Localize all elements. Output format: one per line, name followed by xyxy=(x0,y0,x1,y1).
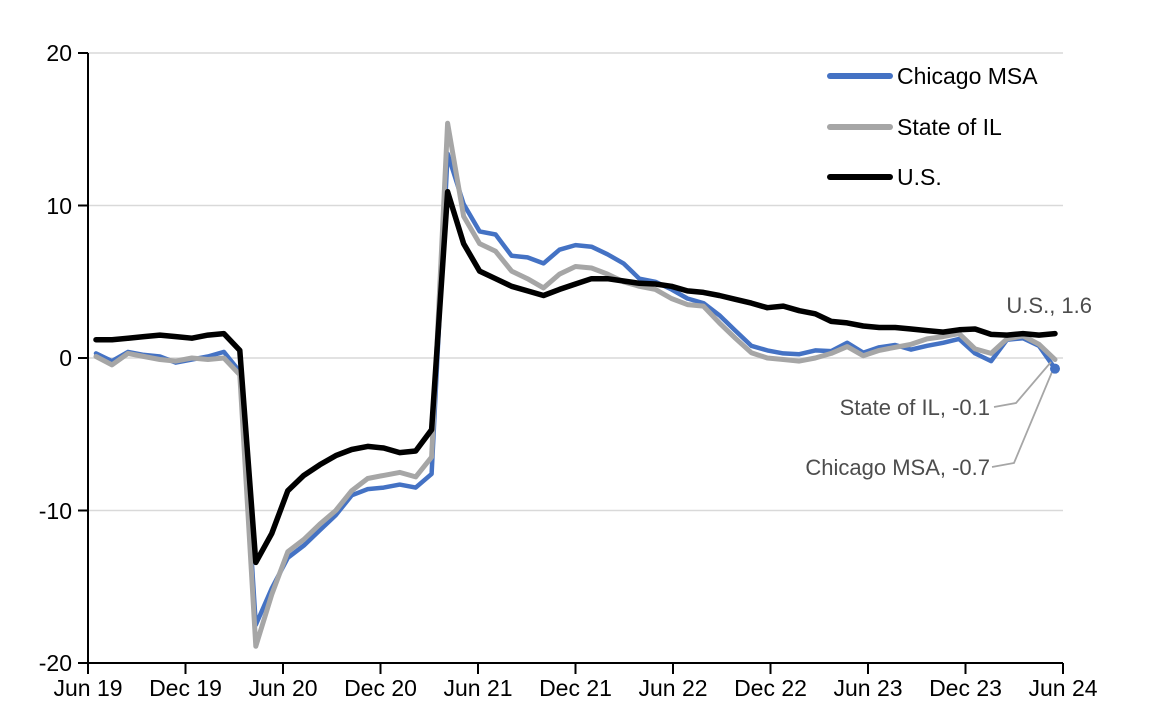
legend-item-chicago-msa: Chicago MSA xyxy=(827,62,1038,90)
legend-label-state-of-il: State of IL xyxy=(897,113,1002,140)
x-tick-label-jun-19: Jun 19 xyxy=(53,675,123,701)
x-tick-label-jun-21: Jun 21 xyxy=(443,675,513,701)
series-line-u-s- xyxy=(93,189,1058,566)
annotation-chicago-msa-value: Chicago MSA, -0.7 xyxy=(805,455,990,480)
y-tick-label-10: 10 xyxy=(46,192,72,219)
x-tick-label-jun-23: Jun 23 xyxy=(833,675,903,701)
legend-line-chicago-msa xyxy=(827,73,893,79)
x-tick-label-dec-23: Dec 23 xyxy=(929,675,1002,701)
y-tick-label-20: 20 xyxy=(46,40,72,66)
x-tick-label-dec-19: Dec 19 xyxy=(149,675,222,701)
series-line-state-of-il xyxy=(93,120,1058,649)
x-tick-label-dec-21: Dec 21 xyxy=(539,675,612,701)
leader-line-state-of-il xyxy=(993,361,1052,408)
legend-label-chicago-msa: Chicago MSA xyxy=(897,62,1038,89)
x-tick-label-dec-22: Dec 22 xyxy=(734,675,807,701)
x-tick-label-jun-22: Jun 22 xyxy=(638,675,708,701)
legend-label-us: U.S. xyxy=(897,163,942,190)
annotation-us-value: U.S., 1.6 xyxy=(1006,293,1092,318)
y-tick-label--10: -10 xyxy=(38,497,72,524)
leader-line-chicago-msa xyxy=(991,371,1053,468)
end-marker-chicago-msa xyxy=(1050,363,1060,374)
legend-line-state-of-il xyxy=(827,124,893,130)
x-tick-label-jun-20: Jun 20 xyxy=(248,675,318,701)
annotation-state-of-il-value: State of IL, -0.1 xyxy=(839,395,990,420)
legend-item-state-of-il: State of IL xyxy=(827,113,1002,141)
legend-line-us xyxy=(827,174,893,180)
x-tick-label-jun-24: Jun 24 xyxy=(1028,675,1098,701)
x-tick-label-dec-20: Dec 20 xyxy=(344,675,417,701)
legend-item-us: U.S. xyxy=(827,163,942,191)
y-tick-label--20: -20 xyxy=(38,650,72,676)
y-tick-label-0: 0 xyxy=(59,345,72,371)
